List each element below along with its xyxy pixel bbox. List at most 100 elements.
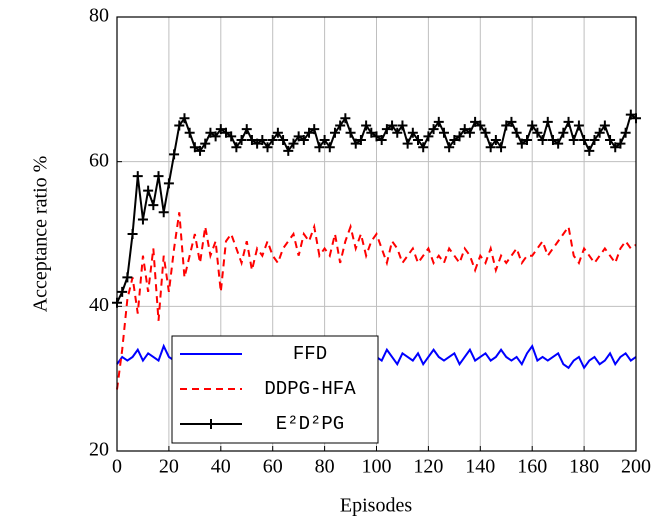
point-marker [236, 134, 247, 145]
point-marker [490, 134, 501, 145]
point-marker [324, 142, 335, 153]
legend-label: DDPG-HFA [264, 378, 356, 400]
point-marker [522, 134, 533, 145]
point-marker [387, 120, 398, 131]
point-marker [625, 109, 636, 120]
point-marker [501, 120, 512, 131]
point-marker [278, 134, 289, 145]
point-marker [584, 145, 595, 156]
point-marker [169, 149, 180, 160]
point-marker [189, 142, 200, 153]
point-marker [407, 127, 418, 138]
point-marker [511, 127, 522, 138]
point-marker [573, 120, 584, 131]
point-marker [246, 134, 257, 145]
point-marker [200, 138, 211, 149]
point-marker [226, 131, 237, 142]
point-marker [542, 116, 553, 127]
x-tick-label: 100 [362, 456, 392, 478]
point-marker [397, 120, 408, 131]
point-marker [366, 127, 377, 138]
point-marker [392, 127, 403, 138]
point-marker [231, 142, 242, 153]
point-marker [143, 185, 154, 196]
point-marker [252, 138, 263, 149]
x-tick-label: 80 [315, 456, 335, 478]
x-tick-label: 60 [263, 456, 283, 478]
x-tick-label: 180 [569, 456, 599, 478]
point-marker [568, 134, 579, 145]
point-marker [516, 138, 527, 149]
point-marker [304, 127, 315, 138]
x-tick-label: 20 [159, 456, 179, 478]
point-marker [148, 200, 159, 211]
point-marker [610, 142, 621, 153]
point-marker [314, 142, 325, 153]
point-marker [605, 134, 616, 145]
legend-label: E²D²PG [276, 413, 344, 435]
point-marker [485, 142, 496, 153]
point-marker [158, 207, 169, 218]
point-marker [594, 127, 605, 138]
plot-frame [116, 16, 637, 452]
x-tick-label: 0 [112, 456, 122, 478]
y-tick-label: 60 [89, 149, 109, 171]
point-marker [163, 178, 174, 189]
point-marker [122, 272, 133, 283]
point-marker [350, 138, 361, 149]
point-marker [117, 286, 128, 297]
point-marker [205, 127, 216, 138]
point-marker [532, 127, 543, 138]
point-marker [184, 127, 195, 138]
point-marker [179, 113, 190, 124]
point-marker [579, 134, 590, 145]
point-marker [444, 142, 455, 153]
point-marker [132, 171, 143, 182]
y-tick-label: 20 [89, 439, 109, 461]
point-marker [340, 113, 351, 124]
point-marker [137, 214, 148, 225]
point-marker [599, 120, 610, 131]
point-marker [480, 127, 491, 138]
x-axis-label: Episodes [340, 495, 412, 517]
point-marker [547, 134, 558, 145]
point-marker [558, 127, 569, 138]
point-marker [423, 131, 434, 142]
point-marker [288, 138, 299, 149]
point-marker [589, 134, 600, 145]
point-marker [361, 120, 372, 131]
point-marker [257, 134, 268, 145]
point-marker [174, 120, 185, 131]
point-marker [428, 124, 439, 135]
point-marker [470, 116, 481, 127]
point-marker [335, 120, 346, 131]
point-marker [433, 116, 444, 127]
point-marker [329, 127, 340, 138]
point-marker [506, 116, 517, 127]
point-marker [459, 124, 470, 135]
point-marker [381, 124, 392, 135]
point-marker [413, 134, 424, 145]
x-tick-label: 40 [211, 456, 231, 478]
y-axis-label: Acceptance ratio % [30, 156, 52, 313]
point-marker [537, 134, 548, 145]
point-marker [475, 120, 486, 131]
point-marker [267, 134, 278, 145]
point-marker [454, 131, 465, 142]
point-marker [309, 124, 320, 135]
point-marker [241, 124, 252, 135]
point-marker [464, 127, 475, 138]
point-marker [527, 120, 538, 131]
point-marker [553, 138, 564, 149]
x-tick-label: 160 [517, 456, 547, 478]
point-marker [418, 142, 429, 153]
point-marker [449, 134, 460, 145]
point-marker [272, 127, 283, 138]
point-marker [620, 127, 631, 138]
point-marker [220, 127, 231, 138]
y-tick-label: 40 [89, 294, 109, 316]
point-marker [195, 145, 206, 156]
point-marker [615, 138, 626, 149]
point-marker [215, 124, 226, 135]
